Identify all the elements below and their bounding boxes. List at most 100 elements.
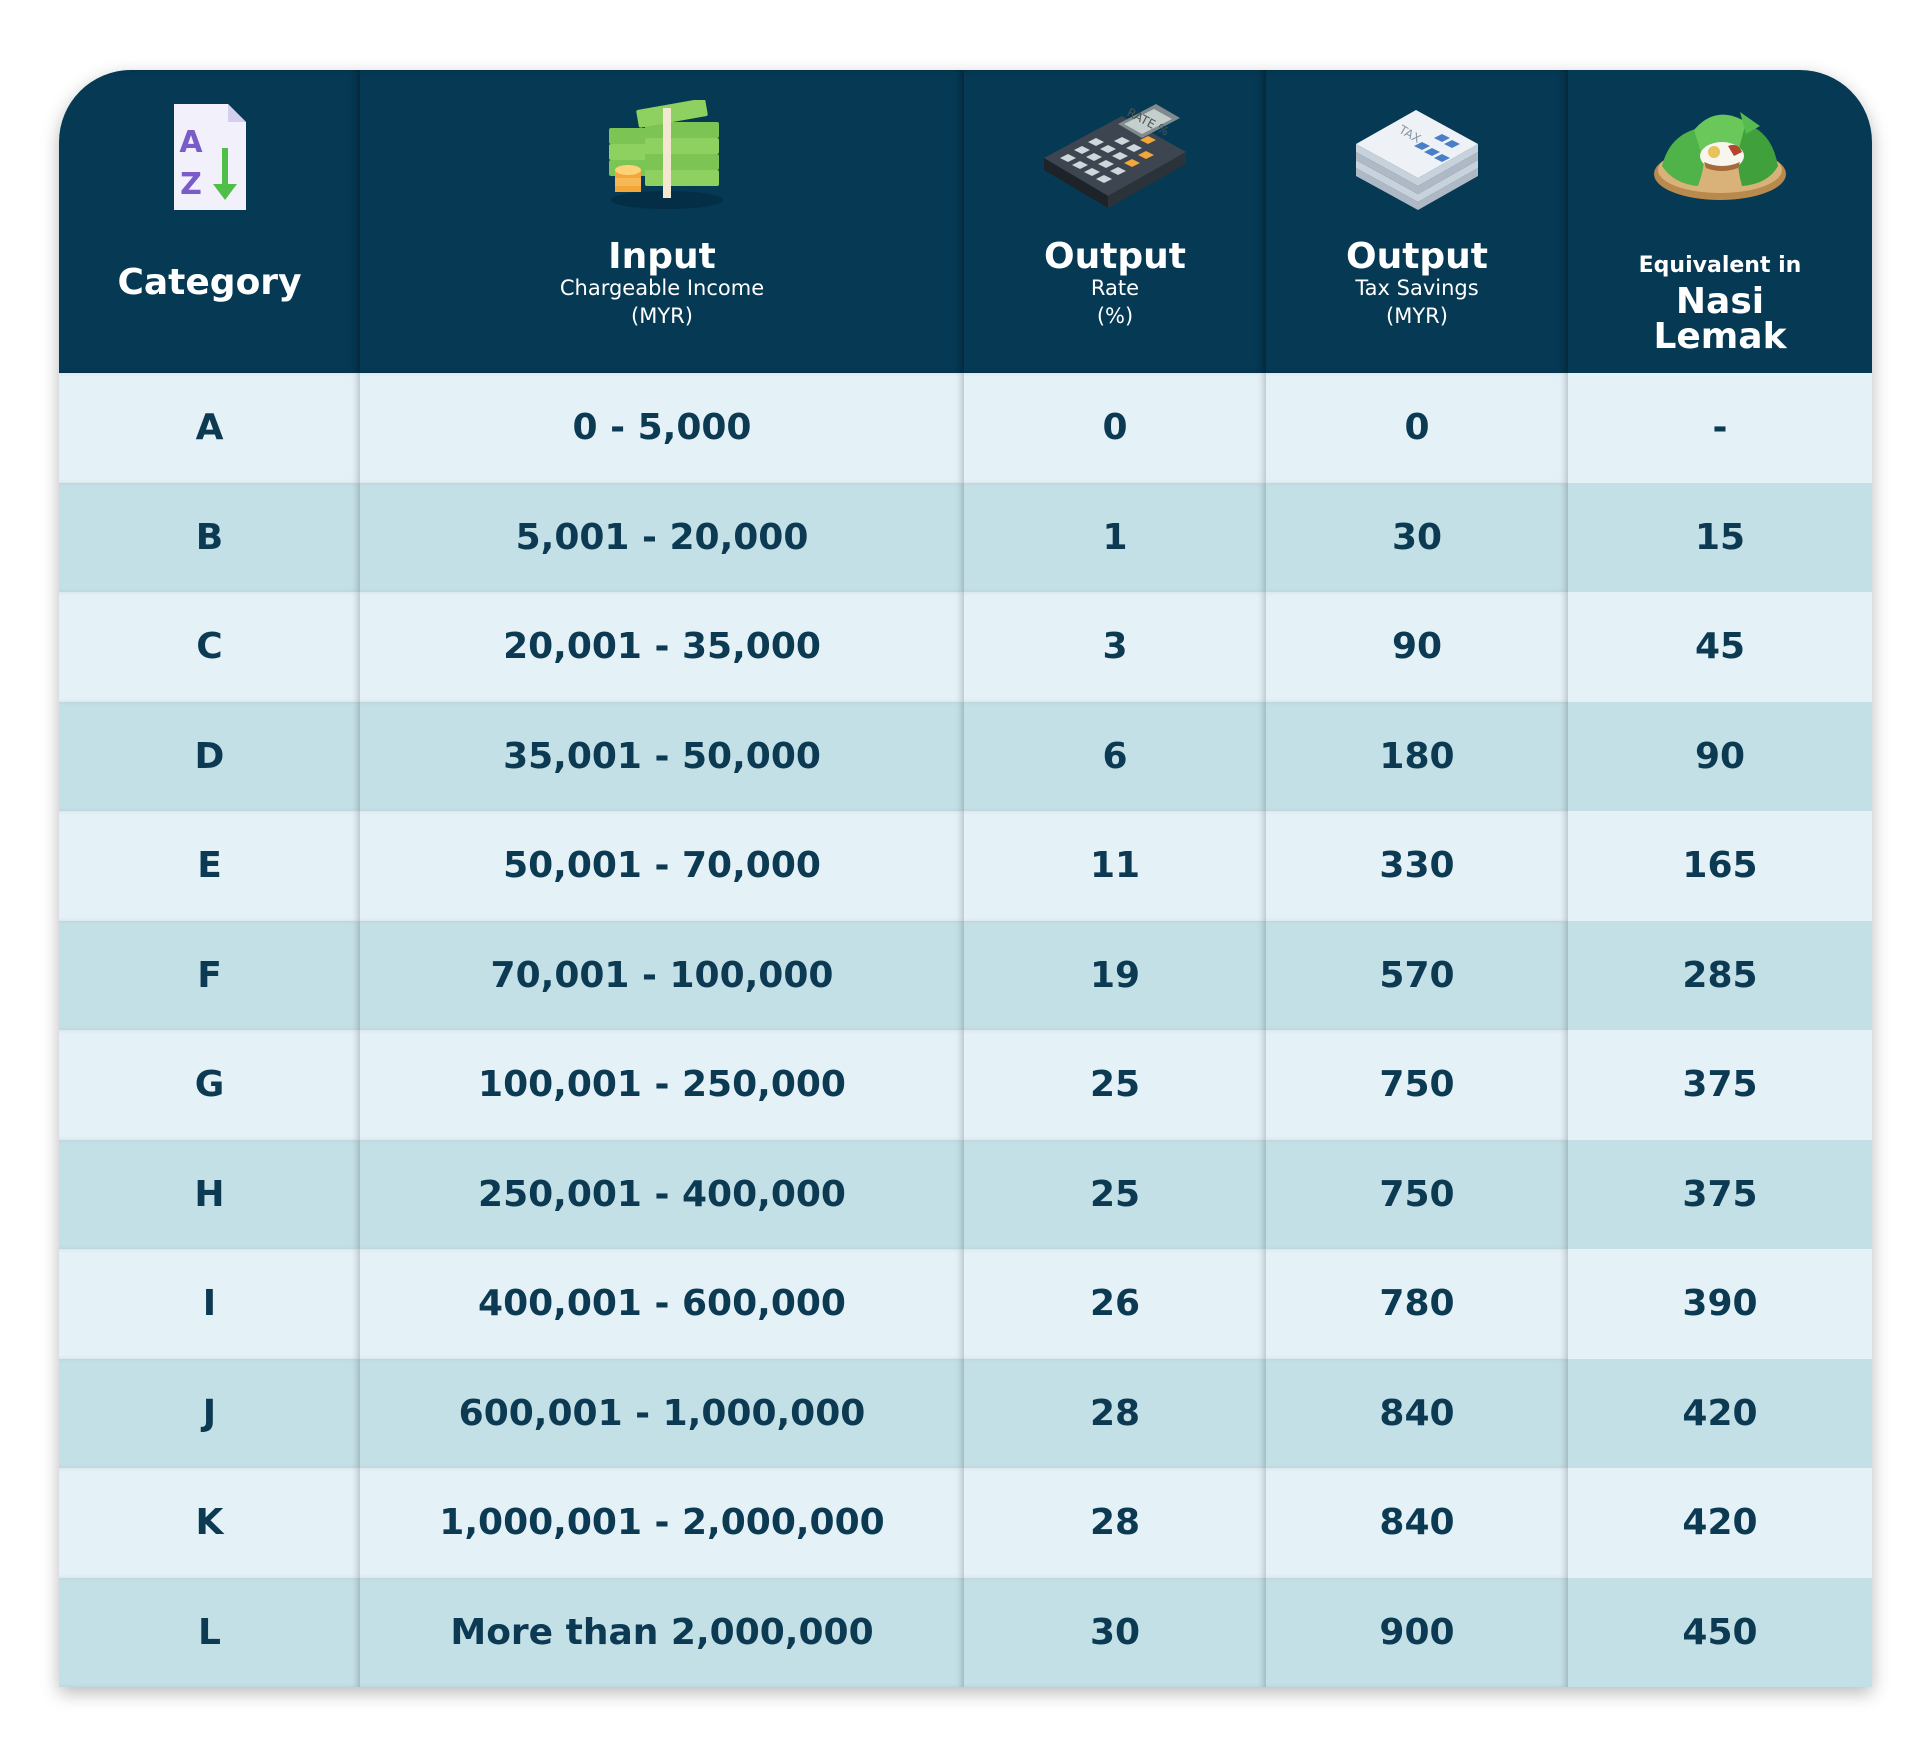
header-input-subtitle: Chargeable Income [559,276,765,300]
cell-category: L [59,1578,360,1688]
header-nasi-title-line2: Lemak [1653,316,1787,357]
table-row: E 50,001 - 70,000 11 330 165 [59,811,1872,921]
header-rate-subtitle: Rate [1090,276,1140,300]
table-row: A 0 - 5,000 0 0 - [59,373,1872,483]
cell-savings: 180 [1266,702,1568,812]
header-savings-unit: (MYR) [1386,304,1448,328]
cell-rate: 3 [964,592,1266,702]
table-row: J 600,001 - 1,000,000 28 840 420 [59,1358,1872,1469]
cell-category: G [59,1030,360,1140]
cell-income: 5,001 - 20,000 [360,483,964,593]
cell-savings: 0 [1266,373,1568,483]
cell-savings: 750 [1266,1140,1568,1250]
cell-savings: 30 [1266,483,1568,593]
cell-income: 35,001 - 50,000 [360,702,964,812]
cell-rate: 19 [964,921,1266,1031]
table-row: I 400,001 - 600,000 26 780 390 [59,1249,1872,1359]
header-rate-unit: (%) [1096,304,1134,328]
table-row: F 70,001 - 100,000 19 570 285 [59,920,1872,1031]
cell-category: H [59,1140,360,1250]
cell-income: 50,001 - 70,000 [360,811,964,921]
cell-category: K [59,1468,360,1578]
cell-nasi-lemak: - [1712,407,1728,449]
cell-nasi-lemak: 375 [1682,1064,1758,1106]
cell-category: C [59,592,360,702]
cell-rate: 0 [964,373,1266,483]
cell-savings: 750 [1266,1030,1568,1140]
header-savings-title: Output [1345,236,1489,277]
cell-income: 600,001 - 1,000,000 [360,1359,964,1469]
cell-nasi-lemak: 285 [1682,954,1758,996]
cell-savings: 840 [1266,1359,1568,1469]
header-rate: RATE % [964,70,1266,373]
cell-nasi-lemak: 420 [1682,1392,1758,1434]
cell-income: 1,000,001 - 2,000,000 [360,1468,964,1578]
table-row: D 35,001 - 50,000 6 180 90 [59,701,1872,812]
cell-nasi-lemak: 420 [1682,1502,1758,1544]
cell-savings: 900 [1266,1578,1568,1688]
cell-category: A [59,373,360,483]
cell-nasi-lemak: 90 [1694,735,1746,777]
cell-nasi-lemak: 450 [1682,1611,1758,1653]
cell-category: J [59,1359,360,1469]
cell-nasi-lemak: 165 [1682,845,1758,887]
cell-rate: 26 [964,1249,1266,1359]
cell-savings: 780 [1266,1249,1568,1359]
cell-rate: 28 [964,1468,1266,1578]
header-nasi-prefix: Equivalent in [1638,253,1802,278]
cell-savings: 840 [1266,1468,1568,1578]
cell-category: E [59,811,360,921]
cell-category: I [59,1249,360,1359]
cell-income: 70,001 - 100,000 [360,921,964,1031]
table-row: H 250,001 - 400,000 25 750 375 [59,1139,1872,1250]
header-savings: TAX Output Tax Savings (MYR) [1266,70,1568,373]
tax-document-icon: TAX [1356,110,1478,210]
cell-rate: 25 [964,1030,1266,1140]
cell-rate: 1 [964,483,1266,593]
cell-category: D [59,702,360,812]
svg-text:A: A [179,125,203,160]
az-sort-icon: A Z [173,104,246,210]
table-row: K 1,000,001 - 2,000,000 28 840 420 [59,1468,1872,1578]
cell-rate: 6 [964,702,1266,812]
header-rate-title: Output [1043,236,1187,277]
header-input-title: Input [608,236,716,277]
cell-income: 400,001 - 600,000 [360,1249,964,1359]
cell-savings: 90 [1266,592,1568,702]
cell-nasi-lemak: 15 [1694,516,1746,558]
cell-rate: 11 [964,811,1266,921]
cell-rate: 25 [964,1140,1266,1250]
table-row: B 5,001 - 20,000 1 30 15 [59,482,1872,593]
header-savings-subtitle: Tax Savings [1355,276,1479,300]
cell-category: B [59,483,360,593]
table-row: C 20,001 - 35,000 3 90 45 [59,592,1872,702]
table-row: G 100,001 - 250,000 25 750 375 [59,1030,1872,1140]
cell-nasi-lemak: 390 [1682,1283,1758,1325]
header-input-unit: (MYR) [631,304,693,328]
cell-category: F [59,921,360,1031]
cell-rate: 28 [964,1359,1266,1469]
cell-savings: 570 [1266,921,1568,1031]
cell-income: More than 2,000,000 [360,1578,964,1688]
header-nasi-lemak: Equivalent in Nasi Lemak [1568,70,1872,373]
money-stack-icon [609,100,723,209]
table-row: L More than 2,000,000 30 900 450 [59,1577,1872,1688]
cell-nasi-lemak: 45 [1694,626,1746,668]
cell-rate: 30 [964,1578,1266,1688]
cell-income: 20,001 - 35,000 [360,592,964,702]
table-header: A Z Category [59,70,1872,373]
svg-text:Z: Z [180,167,202,202]
cell-income: 100,001 - 250,000 [360,1030,964,1140]
header-input: Input Chargeable Income (MYR) [360,70,964,373]
header-nasi-title-line1: Nasi [1675,281,1765,322]
nasi-lemak-icon [1654,112,1786,200]
cell-nasi-lemak: 375 [1682,1173,1758,1215]
header-category-title: Category [117,262,302,303]
tax-savings-table: A Z Category [59,70,1872,1687]
header-category: A Z Category [59,70,360,373]
calculator-icon: RATE % [1044,104,1186,208]
cell-savings: 330 [1266,811,1568,921]
table-body: A 0 - 5,000 0 0 - B 5,001 - 20,000 1 30 … [59,373,1872,1687]
cell-income: 0 - 5,000 [360,373,964,483]
cell-income: 250,001 - 400,000 [360,1140,964,1250]
